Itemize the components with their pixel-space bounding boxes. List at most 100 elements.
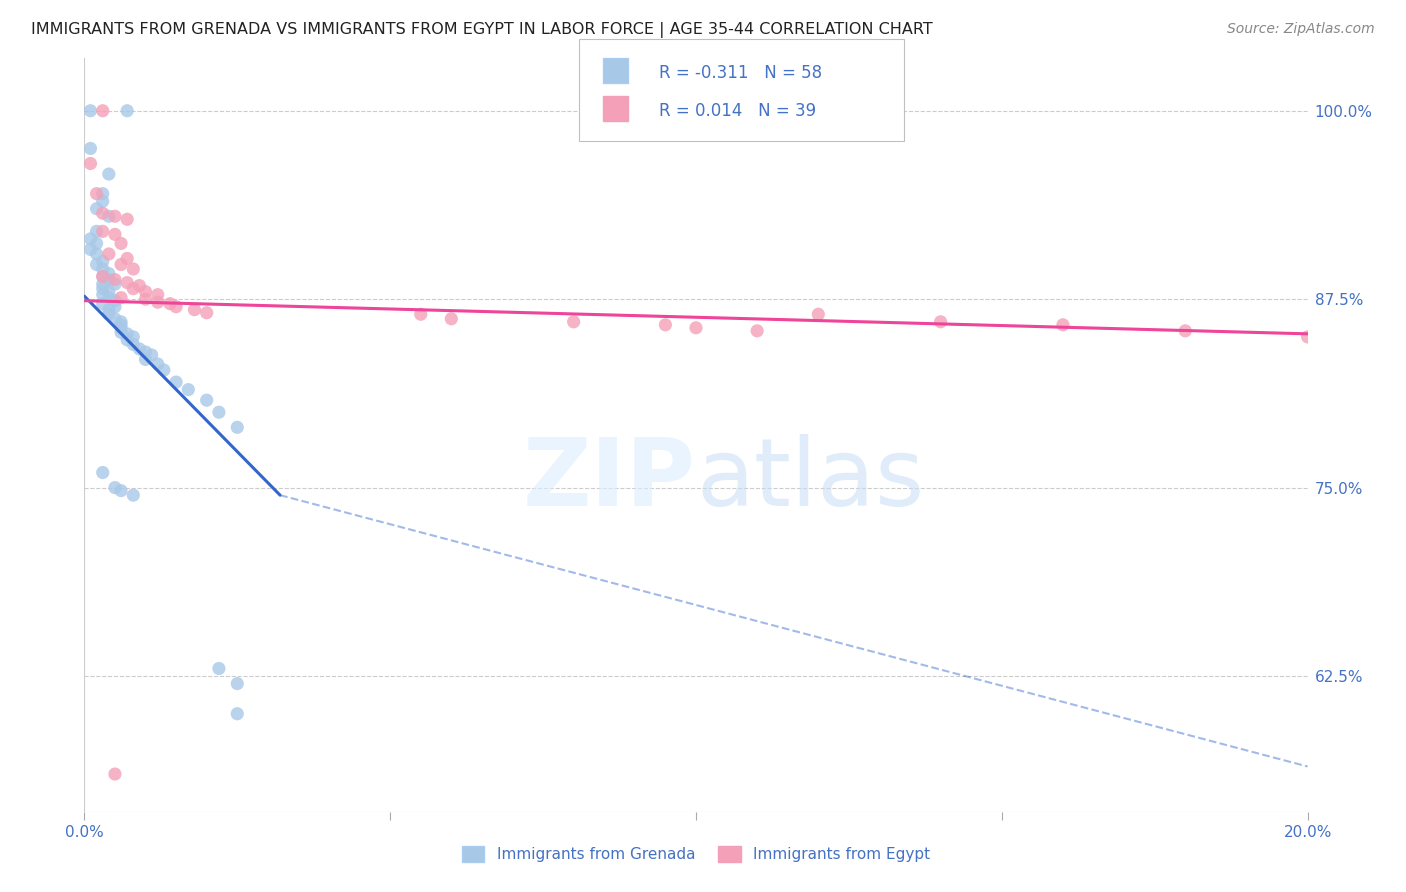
Point xyxy=(165,300,187,314)
Point xyxy=(104,227,127,242)
Point xyxy=(110,326,132,340)
Point xyxy=(153,363,176,377)
Point xyxy=(104,293,127,308)
Point xyxy=(208,661,231,675)
Point xyxy=(91,466,114,480)
Point xyxy=(110,483,132,498)
Point xyxy=(91,269,114,284)
Point xyxy=(409,307,432,321)
Point xyxy=(1174,324,1197,338)
Point xyxy=(104,481,127,495)
Point xyxy=(97,272,120,286)
Point xyxy=(807,307,830,321)
Point xyxy=(122,262,145,277)
Point xyxy=(97,209,120,223)
Point xyxy=(79,103,101,118)
Point xyxy=(97,307,120,321)
Point xyxy=(135,285,157,299)
Point xyxy=(110,321,132,335)
Text: IMMIGRANTS FROM GRENADA VS IMMIGRANTS FROM EGYPT IN LABOR FORCE | AGE 35-44 CORR: IMMIGRANTS FROM GRENADA VS IMMIGRANTS FR… xyxy=(31,22,932,38)
Point xyxy=(685,321,707,335)
Point xyxy=(183,302,205,317)
Point xyxy=(135,292,157,306)
Text: R = 0.014   N = 39: R = 0.014 N = 39 xyxy=(659,103,817,120)
Point xyxy=(128,278,150,293)
Point xyxy=(91,206,114,220)
Point xyxy=(104,311,127,326)
Point xyxy=(146,287,169,301)
Point xyxy=(122,488,145,502)
Point xyxy=(86,186,108,201)
Text: ZIP: ZIP xyxy=(523,434,696,526)
Point xyxy=(86,202,108,216)
Point xyxy=(97,247,120,261)
Point xyxy=(104,767,127,781)
Point xyxy=(929,315,952,329)
Point xyxy=(97,302,120,317)
Point xyxy=(146,295,169,310)
Point xyxy=(79,141,101,155)
Point xyxy=(747,324,769,338)
Point xyxy=(208,405,231,419)
Point xyxy=(195,393,218,408)
Point xyxy=(122,337,145,351)
Point xyxy=(97,291,120,305)
Text: atlas: atlas xyxy=(696,434,924,526)
Point xyxy=(115,276,138,290)
Point xyxy=(79,232,101,246)
Point xyxy=(135,352,157,367)
Point xyxy=(115,212,138,227)
Point xyxy=(91,224,114,238)
Point xyxy=(115,333,138,347)
Point xyxy=(91,194,114,209)
Point xyxy=(654,318,676,332)
Point xyxy=(226,706,249,721)
Text: R = -0.311   N = 58: R = -0.311 N = 58 xyxy=(659,63,823,82)
Point xyxy=(440,311,463,326)
Point xyxy=(165,375,187,389)
Point xyxy=(159,296,181,310)
Point xyxy=(104,300,127,314)
Point xyxy=(104,277,127,291)
Point xyxy=(104,272,127,286)
Point xyxy=(91,269,114,284)
Point xyxy=(135,345,157,359)
Point xyxy=(115,103,138,118)
Point xyxy=(79,243,101,257)
Point xyxy=(110,318,132,332)
Point xyxy=(226,420,249,434)
Point xyxy=(128,342,150,356)
Point xyxy=(97,267,120,281)
Point xyxy=(146,357,169,371)
Point xyxy=(79,156,101,170)
Point xyxy=(115,326,138,341)
Point xyxy=(91,277,114,291)
Point xyxy=(226,676,249,690)
Text: Source: ZipAtlas.com: Source: ZipAtlas.com xyxy=(1227,22,1375,37)
Point xyxy=(97,285,120,299)
Point xyxy=(97,167,120,181)
Point xyxy=(122,282,145,296)
Point xyxy=(110,315,132,329)
Point xyxy=(91,296,114,310)
Point xyxy=(91,103,114,118)
Point xyxy=(91,262,114,277)
Point xyxy=(91,254,114,268)
Point xyxy=(141,348,163,362)
Point xyxy=(104,209,127,223)
Point xyxy=(110,236,132,251)
Point xyxy=(110,291,132,305)
Point xyxy=(86,236,108,251)
Point xyxy=(86,247,108,261)
Point xyxy=(110,258,132,272)
Point xyxy=(1052,318,1074,332)
Point xyxy=(91,186,114,201)
Point xyxy=(177,383,200,397)
Point xyxy=(562,315,585,329)
Point xyxy=(115,252,138,266)
Point xyxy=(122,330,145,344)
Point xyxy=(1296,330,1319,344)
Point xyxy=(91,287,114,301)
Legend: Immigrants from Grenada, Immigrants from Egypt: Immigrants from Grenada, Immigrants from… xyxy=(456,840,936,868)
Point xyxy=(86,224,108,238)
